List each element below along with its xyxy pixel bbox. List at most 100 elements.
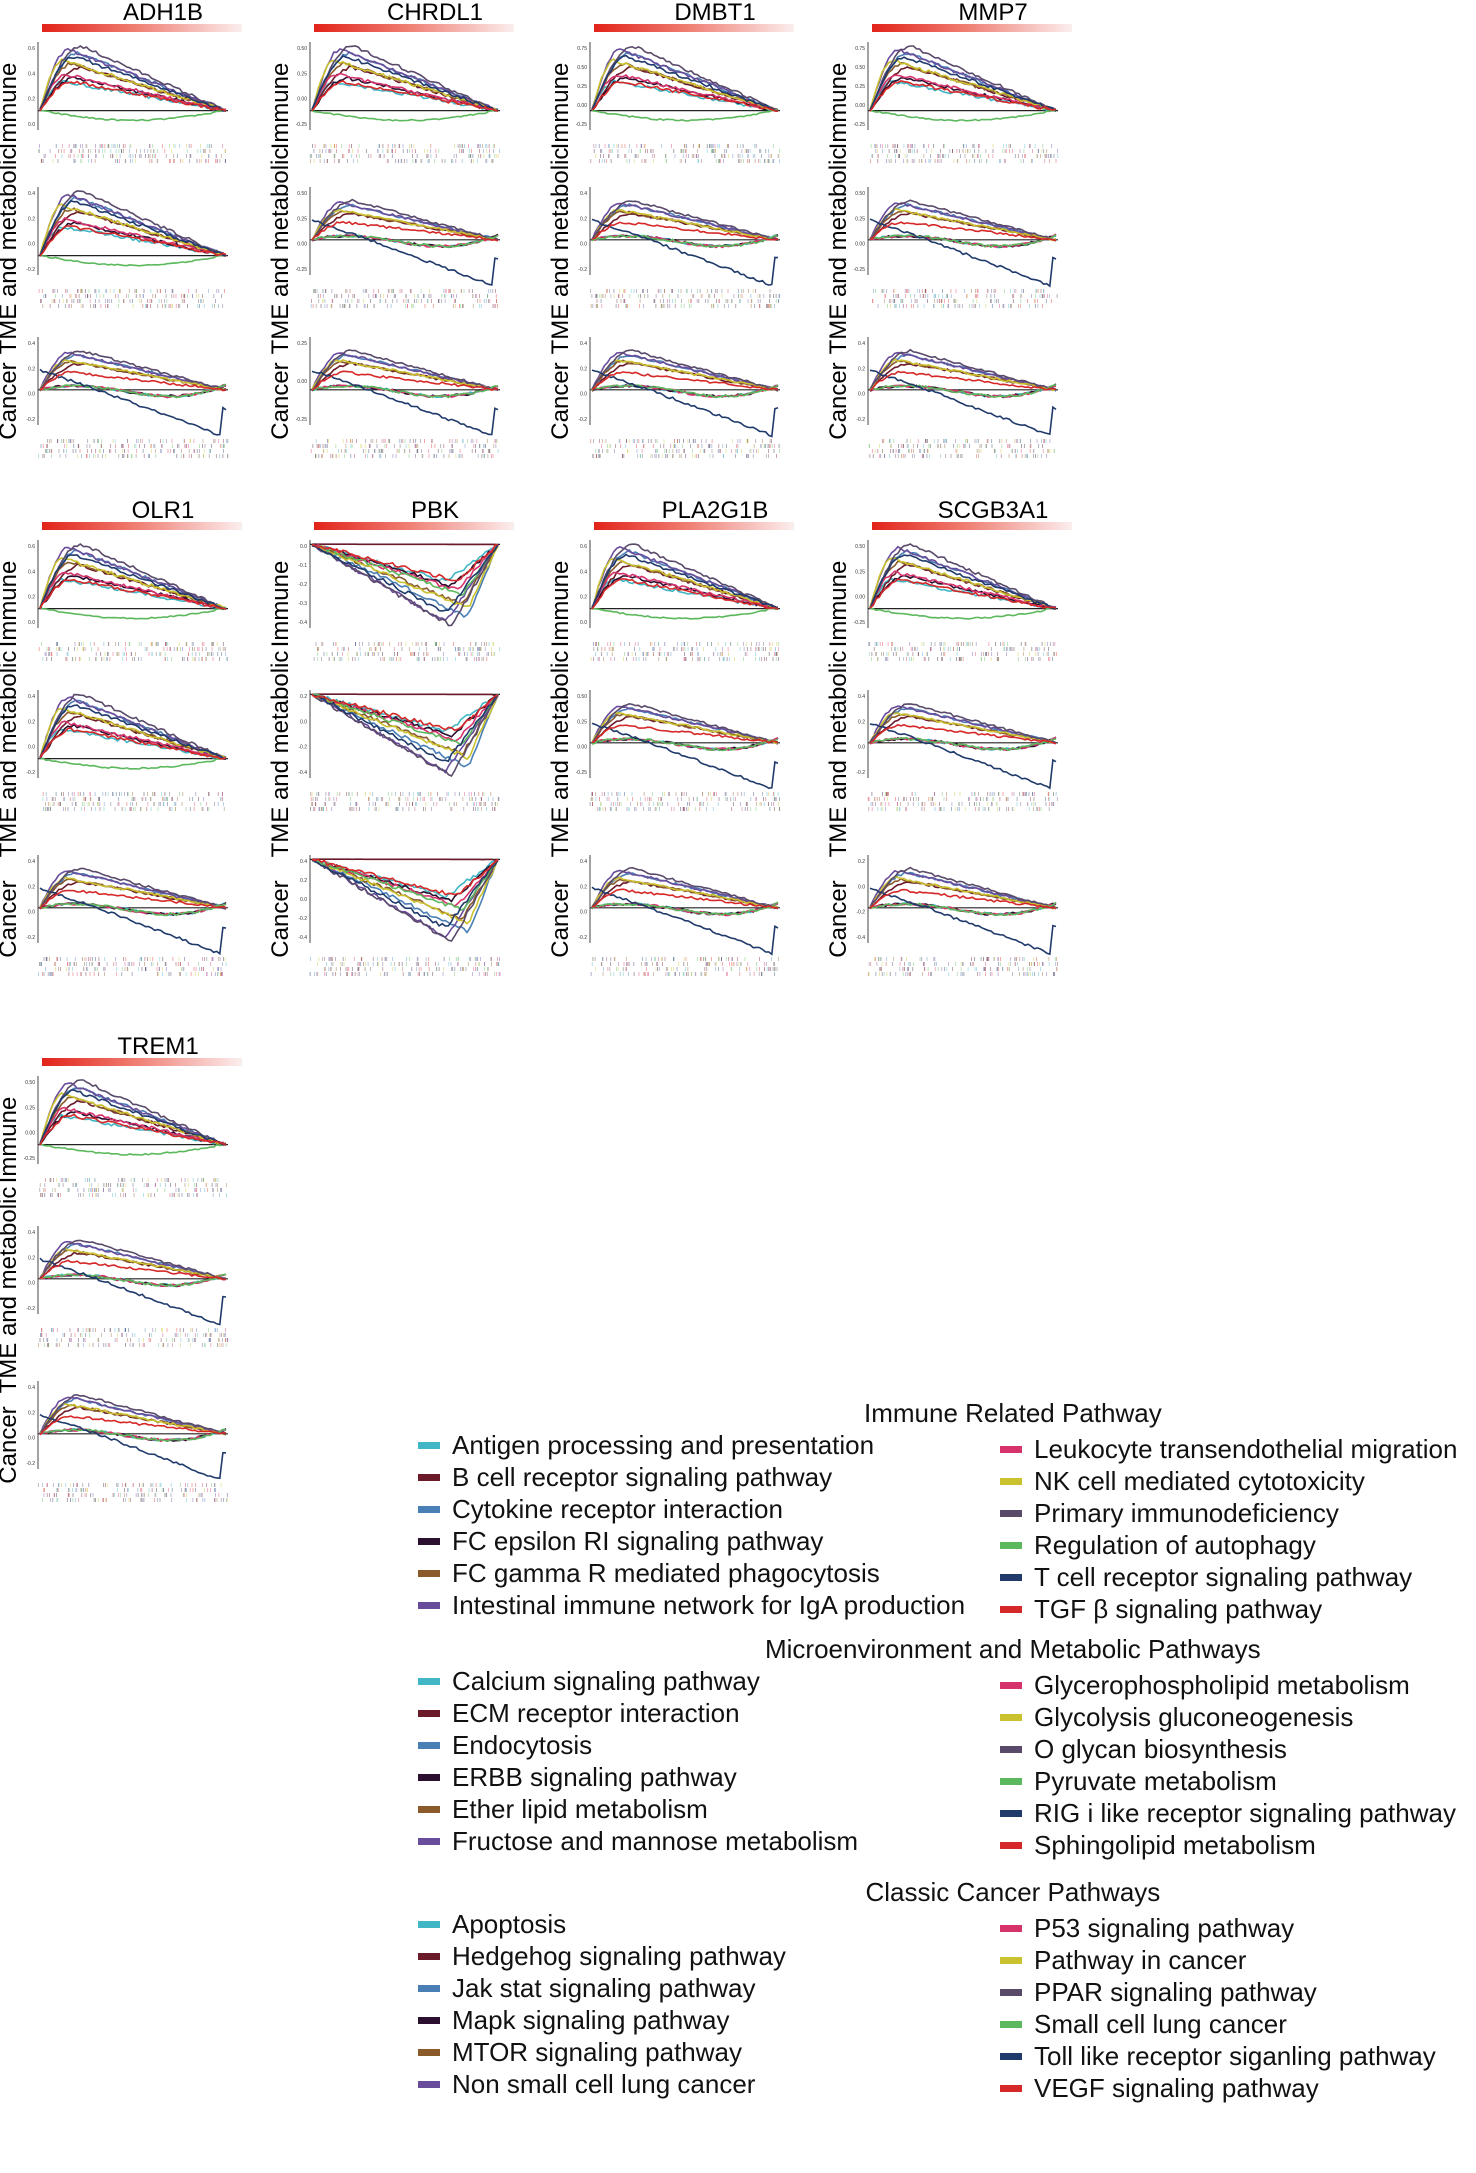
panel-olr1: OLR1 Immune 0.6 0.4 0.2 0.0 TME and metabolic 0… [0, 497, 242, 976]
row-label-1: TME and metabolic [0, 651, 22, 858]
es-curve [591, 349, 779, 392]
es-curve [869, 59, 1057, 112]
tick-label: -0.3 [298, 601, 307, 607]
tick-label: 0.0 [28, 122, 35, 128]
tick-label: 0.0 [28, 392, 35, 398]
es-curve [869, 712, 1057, 744]
es-curve [311, 349, 499, 392]
es-curve [869, 221, 1057, 242]
tick-label: 0.6 [580, 544, 587, 550]
row-label-0: Immune [267, 561, 294, 648]
es-curve [591, 384, 779, 399]
es-curve [311, 858, 499, 942]
es-curve [39, 704, 227, 760]
row-label-1: TME and metabolic [0, 148, 22, 355]
row-label-1: TME and metabolic [547, 148, 574, 355]
es-curve [591, 886, 779, 956]
gene-title: DMBT1 [674, 0, 755, 26]
es-curve [39, 58, 227, 112]
tick-label: 0.50 [855, 191, 865, 197]
es-curve [39, 225, 227, 257]
es-curve [591, 702, 779, 745]
tick-label: 0.50 [297, 46, 307, 52]
es-curve [591, 80, 779, 113]
es-curve [39, 216, 227, 257]
es-curve [591, 866, 778, 909]
tick-label: -0.4 [856, 935, 865, 941]
tick-label: 0.00 [297, 379, 307, 385]
tick-label: 0.6 [28, 544, 35, 550]
es-curve [869, 736, 1057, 751]
es-curve [311, 198, 499, 241]
es-curve [591, 54, 779, 112]
es-curve [39, 80, 227, 112]
tick-label: 0.0 [580, 620, 587, 626]
es-curve [869, 369, 1057, 436]
es-curve [869, 901, 1057, 916]
es-curve [39, 889, 227, 910]
tick-label: -0.2 [26, 935, 35, 941]
es-curve [591, 221, 779, 241]
row-label-2: Cancer [547, 362, 574, 439]
tick-label: 0.4 [28, 341, 35, 347]
tick-label: 0.2 [580, 595, 587, 601]
gene-title: SCGB3A1 [938, 497, 1049, 524]
es-curve [311, 361, 498, 391]
tick-label: -0.2 [856, 910, 865, 916]
row-label-1: TME and metabolic [267, 651, 294, 858]
tick-label: -0.25 [296, 267, 308, 273]
es-curve [869, 723, 1057, 745]
tick-label: 0.25 [25, 1105, 35, 1111]
tick-label: -0.2 [26, 267, 35, 273]
tick-label: -0.2 [578, 417, 587, 423]
es-curve [39, 1142, 227, 1156]
gene-title: CHRDL1 [387, 0, 483, 26]
tick-label: 0.0 [300, 897, 307, 903]
es-curve [311, 79, 499, 112]
row-label-0: Immune [0, 63, 22, 150]
es-curve [39, 542, 227, 610]
es-curve [311, 693, 499, 733]
es-curve [591, 558, 779, 610]
tick-label: 0.4 [28, 859, 35, 865]
tick-label: -0.25 [854, 620, 866, 626]
tick-label: 0.4 [580, 859, 587, 865]
es-curve [311, 694, 499, 763]
es-curve [311, 544, 499, 612]
es-curve [311, 858, 499, 896]
tick-label: 0.0 [28, 910, 35, 916]
es-curve [591, 571, 779, 610]
es-curve [311, 544, 499, 608]
tick-label: 0.2 [300, 878, 307, 884]
tick-label: 0.25 [297, 71, 307, 77]
es-curve [869, 607, 1057, 620]
es-curve [869, 109, 1057, 122]
tick-label: 0.0 [300, 719, 307, 725]
tick-label: 0.50 [297, 191, 307, 197]
tick-label: 0.2 [580, 366, 587, 372]
tick-label: 0.0 [858, 745, 865, 751]
tick-label: 0.00 [25, 1131, 35, 1137]
row-label-2: Cancer [267, 880, 294, 957]
es-curve [591, 901, 779, 916]
panel-dmbt1: DMBT1 Immune 0.75 0.50 0.25 0.00 -0.25 TME and … [547, 0, 794, 458]
es-curve [311, 370, 499, 436]
tick-label: 0.2 [28, 719, 35, 725]
row-label-0: Immune [267, 63, 294, 150]
row-label-1: TME and metabolic [547, 651, 574, 858]
row-label-2: Cancer [825, 880, 852, 957]
es-curve [311, 543, 499, 605]
es-curve [591, 369, 779, 438]
es-curve [591, 371, 779, 391]
tick-label: 0.4 [858, 694, 865, 700]
gene-title: MMP7 [958, 0, 1027, 26]
es-curve [312, 693, 499, 697]
es-curve [311, 72, 499, 112]
tick-label: 0.00 [577, 745, 587, 751]
row-label-2: Cancer [267, 362, 294, 439]
tick-label: 0.25 [297, 341, 307, 347]
es-curve [39, 1089, 227, 1146]
es-curve [39, 1092, 227, 1146]
es-curve [591, 45, 779, 112]
